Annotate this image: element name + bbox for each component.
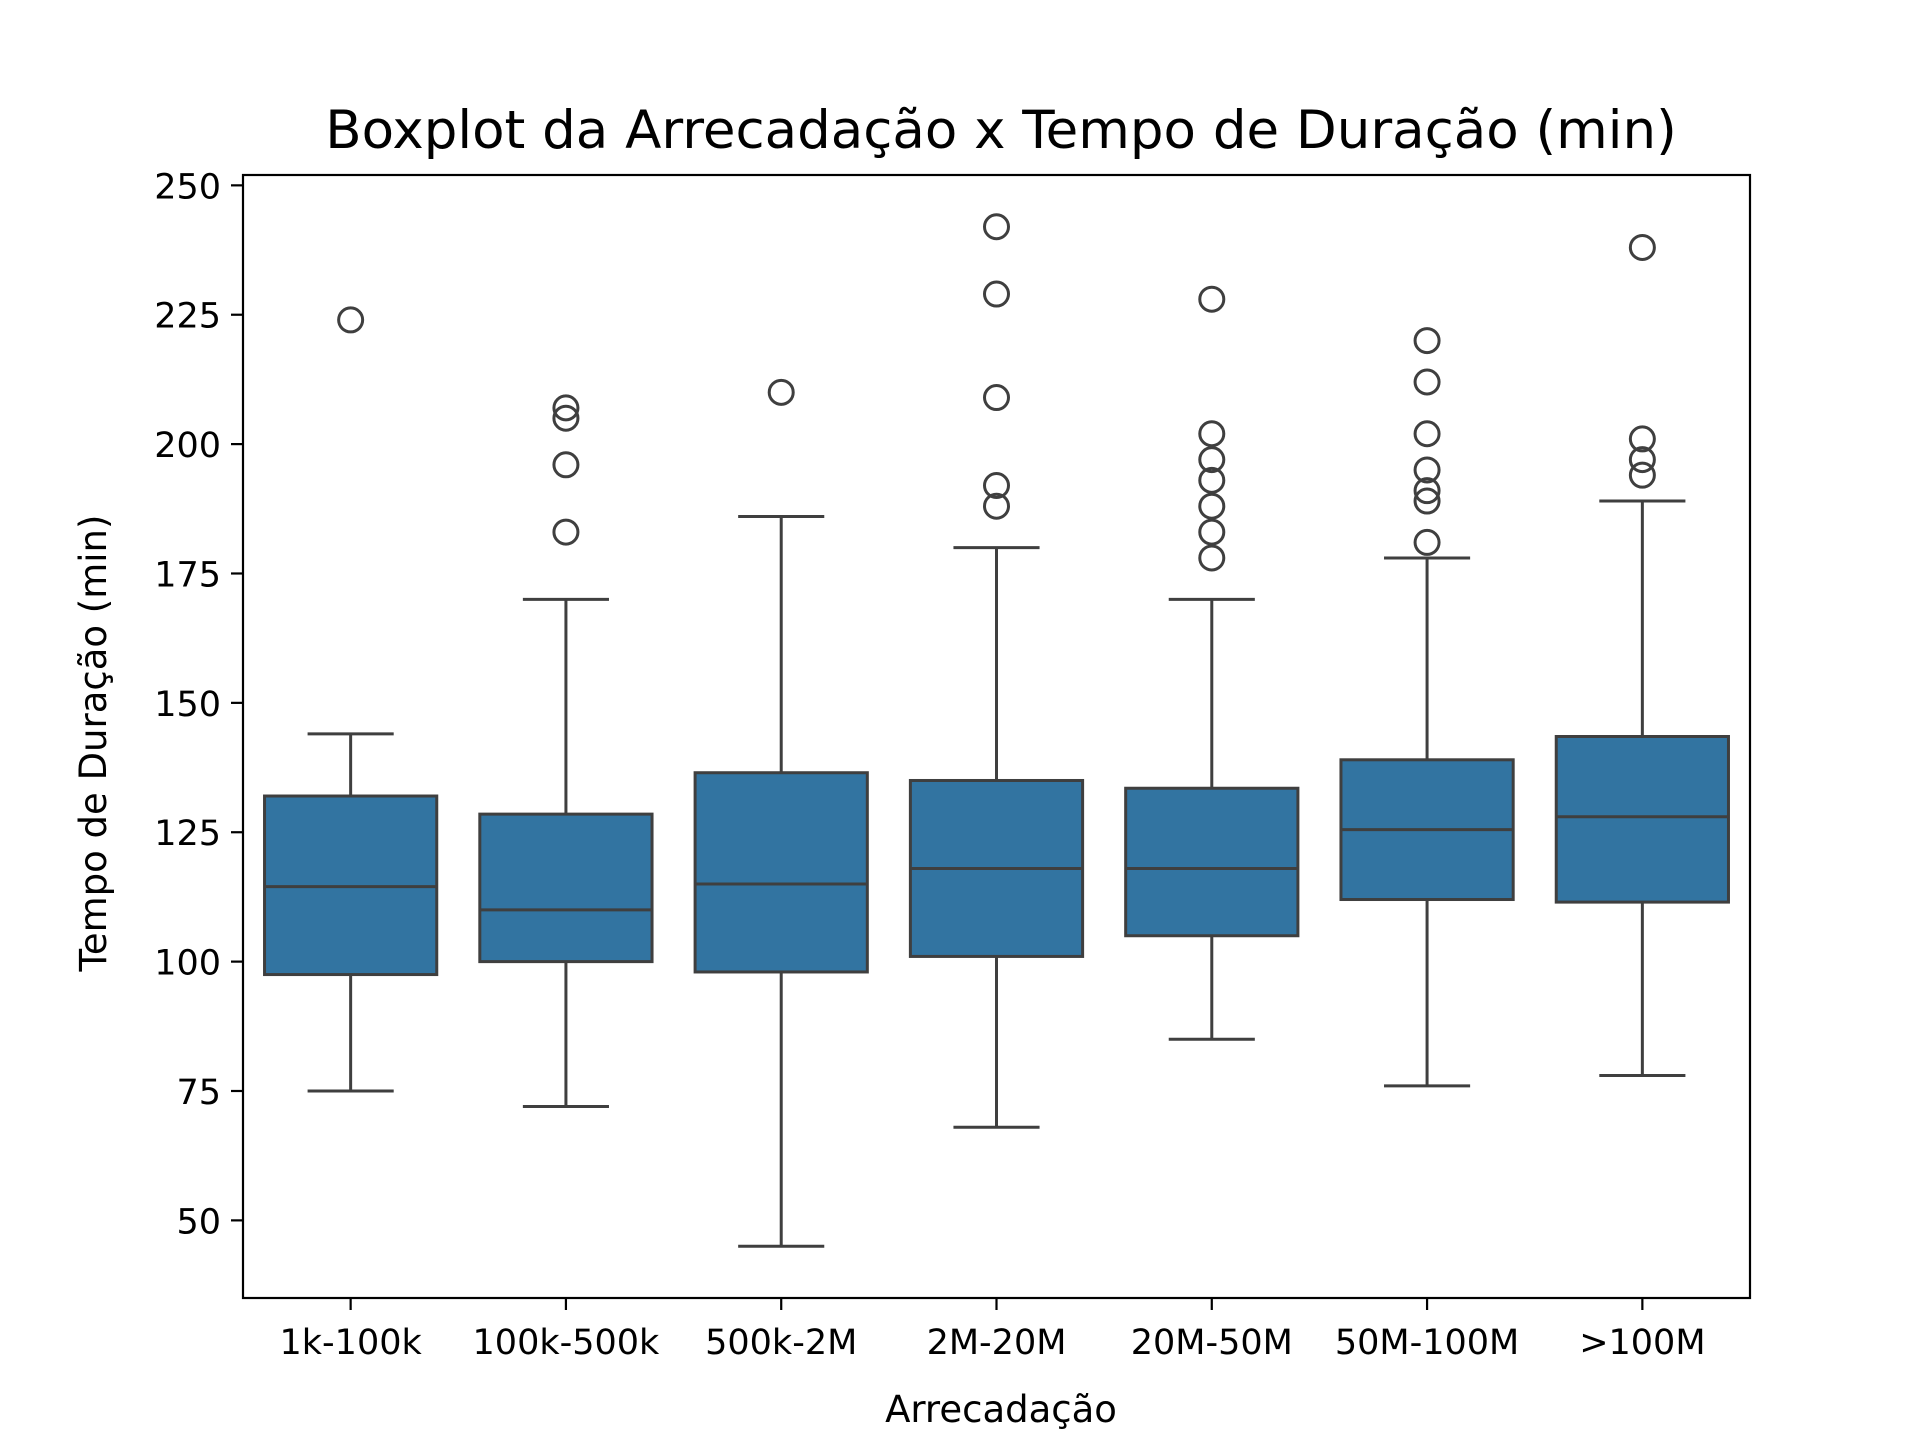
outlier-point [552, 394, 580, 422]
y-tick-label: 125 [154, 814, 221, 854]
x-axis-label: Arrecadação [885, 1388, 1117, 1431]
outlier-point [1413, 327, 1441, 355]
outlier-point [1198, 492, 1226, 520]
box [1554, 735, 1730, 904]
outlier-point [1413, 420, 1441, 448]
outlier-point [1198, 544, 1226, 572]
outlier-point [1628, 233, 1656, 261]
box [478, 812, 654, 964]
x-tick-label: 100k-500k [473, 1323, 661, 1363]
outlier-point [1198, 420, 1226, 448]
outlier-point [1413, 477, 1441, 505]
outlier-point [1198, 518, 1226, 546]
x-tick-label: 20M-50M [1131, 1323, 1293, 1363]
y-axis-label: Tempo de Duração (min) [72, 515, 115, 973]
outlier-point [983, 472, 1010, 500]
x-tick-label: 1k-100k [280, 1323, 423, 1363]
y-tick-label: 100 [154, 944, 221, 984]
outlier-point [1413, 528, 1441, 556]
y-tick-label: 50 [176, 1202, 221, 1242]
y-tick-label: 75 [176, 1073, 221, 1113]
outlier-point [1198, 446, 1226, 474]
y-tick-label: 175 [154, 555, 221, 595]
outlier-point [983, 492, 1010, 520]
outlier-point [552, 518, 580, 546]
x-tick-label: 2M-20M [927, 1323, 1067, 1363]
outlier-point [1628, 425, 1656, 453]
x-tick-label: >100M [1579, 1323, 1705, 1363]
outlier-point [552, 404, 580, 432]
x-tick-label: 50M-100M [1335, 1323, 1519, 1363]
box [1124, 786, 1300, 938]
y-tick-label: 150 [154, 685, 221, 725]
y-tick-label: 200 [154, 426, 221, 466]
y-tick-label: 250 [154, 167, 221, 207]
outlier-point [1628, 461, 1656, 489]
outlier-point [1198, 285, 1226, 313]
box [693, 771, 869, 974]
plot-area: 50 75 100 125 150 175 200 225 250 1k-100k 100k-500… [154, 167, 1752, 1363]
outlier-point [1198, 466, 1226, 494]
chart-title: Boxplot da Arrecadação x Tempo de Duraçã… [325, 100, 1677, 161]
outlier-point [1628, 446, 1656, 474]
outlier-point [983, 280, 1010, 308]
y-tick-label: 225 [154, 297, 221, 337]
outlier-point [983, 213, 1010, 241]
outlier-point [767, 378, 795, 406]
outlier-point [1413, 487, 1441, 515]
outlier-point [337, 306, 365, 334]
outlier-point [983, 384, 1010, 412]
x-tick-label: 500k-2M [705, 1323, 857, 1363]
outlier-point [1413, 368, 1441, 396]
outlier-point [1413, 456, 1441, 484]
outlier-point [552, 451, 580, 479]
